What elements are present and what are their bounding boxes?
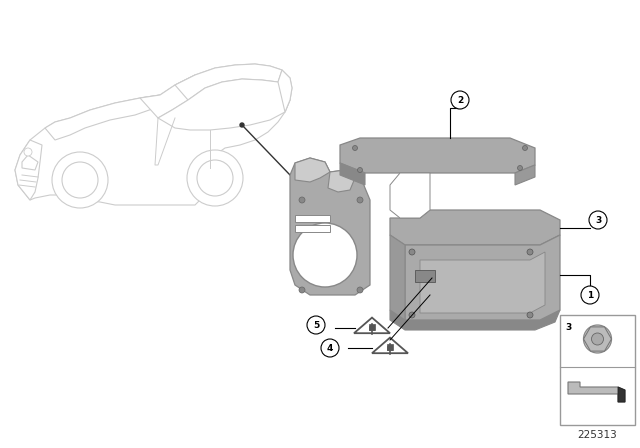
Text: 2: 2 xyxy=(457,95,463,104)
Polygon shape xyxy=(15,140,42,200)
Polygon shape xyxy=(390,210,560,245)
Text: 5: 5 xyxy=(313,320,319,329)
Polygon shape xyxy=(354,318,390,333)
FancyBboxPatch shape xyxy=(295,215,330,222)
Circle shape xyxy=(299,197,305,203)
Circle shape xyxy=(409,249,415,255)
Circle shape xyxy=(589,211,607,229)
Circle shape xyxy=(52,152,108,208)
Polygon shape xyxy=(140,75,200,118)
Circle shape xyxy=(527,312,533,318)
Circle shape xyxy=(584,325,611,353)
Polygon shape xyxy=(618,387,625,402)
Circle shape xyxy=(187,150,243,206)
Text: 225313: 225313 xyxy=(577,430,617,440)
Circle shape xyxy=(591,333,604,345)
FancyBboxPatch shape xyxy=(560,315,635,425)
Circle shape xyxy=(197,160,233,196)
Circle shape xyxy=(357,197,363,203)
Polygon shape xyxy=(340,138,535,173)
Polygon shape xyxy=(369,324,375,330)
Polygon shape xyxy=(390,235,405,320)
Polygon shape xyxy=(328,170,355,192)
Circle shape xyxy=(409,312,415,318)
Circle shape xyxy=(62,162,98,198)
Polygon shape xyxy=(158,79,290,130)
Polygon shape xyxy=(515,165,535,185)
Text: 3: 3 xyxy=(565,323,572,332)
Circle shape xyxy=(581,286,599,304)
Circle shape xyxy=(358,168,362,172)
Circle shape xyxy=(353,146,358,151)
Polygon shape xyxy=(175,64,282,100)
FancyBboxPatch shape xyxy=(295,225,330,232)
Polygon shape xyxy=(278,70,292,112)
Polygon shape xyxy=(568,382,625,402)
Circle shape xyxy=(321,339,339,357)
Polygon shape xyxy=(387,344,393,350)
Text: 3: 3 xyxy=(595,215,601,224)
Polygon shape xyxy=(405,235,560,320)
Circle shape xyxy=(240,123,244,127)
Circle shape xyxy=(24,148,32,156)
Circle shape xyxy=(522,146,527,151)
Circle shape xyxy=(307,316,325,334)
Circle shape xyxy=(451,91,469,109)
Text: 1: 1 xyxy=(587,290,593,300)
Text: 4: 4 xyxy=(327,344,333,353)
Polygon shape xyxy=(584,327,611,351)
Polygon shape xyxy=(390,310,560,330)
Polygon shape xyxy=(390,173,430,218)
Polygon shape xyxy=(45,95,160,140)
Circle shape xyxy=(527,249,533,255)
Circle shape xyxy=(518,165,522,171)
Polygon shape xyxy=(295,158,330,182)
Circle shape xyxy=(299,287,305,293)
Polygon shape xyxy=(15,64,292,205)
Circle shape xyxy=(293,223,357,287)
FancyBboxPatch shape xyxy=(415,270,435,282)
Polygon shape xyxy=(290,158,370,295)
Polygon shape xyxy=(372,338,408,353)
Polygon shape xyxy=(22,155,38,170)
Circle shape xyxy=(357,287,363,293)
Polygon shape xyxy=(340,163,365,185)
Polygon shape xyxy=(420,252,545,313)
